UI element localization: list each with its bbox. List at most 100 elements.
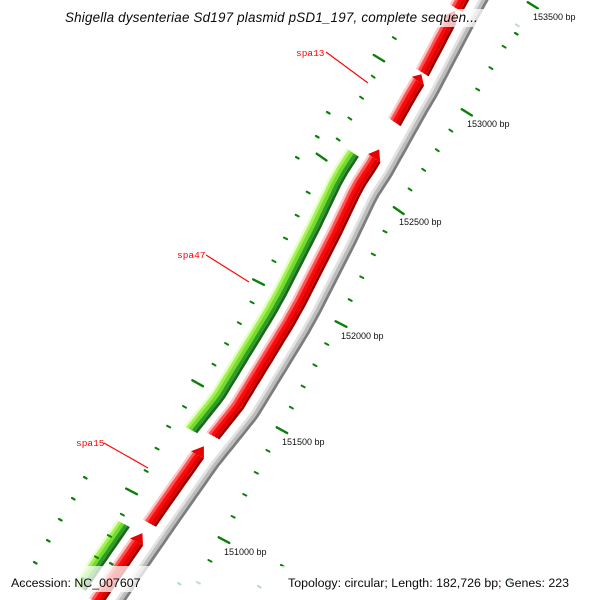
leader-line-spa13	[325, 51, 369, 84]
tick-mark-minor	[324, 342, 330, 346]
tick-mark-major	[275, 426, 289, 435]
feature-mark-minor	[94, 555, 100, 560]
gene-arrow-spa13-stripe	[398, 83, 425, 127]
gene-arrow-stripe	[214, 159, 379, 439]
bp-tick-label: 151000 bp	[224, 547, 267, 557]
feature-mark-major	[124, 487, 139, 496]
gene-arrow-arrow-tip[interactable]	[130, 533, 143, 546]
gene-arrow-spa15-stripe	[150, 455, 202, 526]
feature-mark	[57, 517, 63, 522]
gene-arrow-spa13-stripe	[388, 76, 414, 119]
feature-mark-major	[315, 152, 328, 162]
feature-mark-minor	[294, 213, 300, 218]
tick-mark-minor	[475, 87, 481, 92]
tick-mark-major	[392, 205, 405, 216]
tick-mark-major	[334, 320, 348, 328]
backbone-arc-stripe	[122, 0, 489, 600]
backbone-arc-stripe	[118, 0, 486, 600]
tick-mark-minor	[265, 449, 271, 453]
gene-arrow-spa13-stripe	[390, 78, 417, 121]
feature-mark-minor	[359, 95, 364, 100]
gene-label-spa13[interactable]: spa13	[296, 48, 325, 59]
feature-mark-major	[191, 379, 205, 388]
feature-mark-minor	[182, 405, 188, 409]
orf-segment-spa47[interactable]	[184, 148, 359, 434]
gene-arrow-spa15-stripe	[153, 456, 205, 527]
gene-arrow-spa15-stripe	[147, 453, 199, 525]
feature-mark-minor	[271, 259, 277, 263]
leader-line-spa15	[103, 442, 149, 469]
gene-arrow[interactable]	[206, 149, 381, 440]
feature-mark	[70, 496, 76, 501]
backbone-arc-stripe	[113, 0, 479, 600]
bp-tick-label: 152500 bp	[399, 217, 442, 227]
gene-arrow-spa15-arrow-tip[interactable]	[191, 446, 204, 459]
tick-mark-minor	[207, 559, 213, 563]
feature-mark	[108, 561, 114, 566]
bp-tick-label: 153000 bp	[467, 119, 510, 129]
feature-mark-minor	[249, 300, 255, 305]
gene-arrow-stripe	[217, 161, 381, 440]
feature-mark-minor	[305, 190, 311, 195]
tick-mark-major	[460, 107, 474, 117]
tick-mark-minor	[370, 252, 376, 257]
gene-arrow-spa13-arrow-tip[interactable]	[411, 74, 424, 86]
tick-mark-minor	[501, 44, 507, 49]
bp-tick-label: 152000 bp	[341, 331, 384, 341]
backbone-arc	[113, 0, 489, 600]
ruler-ticks	[19, 1, 540, 589]
tick-mark-minor	[434, 148, 440, 153]
gene-arrow-stripe	[423, 20, 454, 75]
orf-segment-spa47-stripe	[188, 151, 355, 431]
map-arcs	[72, 0, 489, 600]
feature-mark	[294, 155, 300, 160]
tick-mark-minor	[407, 187, 413, 192]
feature-mark-minor	[166, 424, 172, 429]
statusbar-backdrop	[0, 566, 600, 592]
title-backdrop	[0, 9, 600, 27]
map-labels: 153500 bp 153000 bp 152500 bp 152000 bp 1515…	[76, 12, 576, 557]
feature-mark	[513, 31, 519, 36]
bp-tick-label: 151500 bp	[282, 437, 325, 447]
tick-mark-major	[526, 1, 540, 10]
gene-label-spa47[interactable]: spa47	[177, 250, 206, 261]
feature-mark-minor	[119, 512, 125, 517]
tick-mark-minor	[448, 128, 454, 133]
tick-mark-minor	[230, 515, 236, 519]
orf-segment-spa47-stripe	[184, 148, 349, 428]
gene-arrow-stripe	[426, 22, 457, 77]
feature-mark	[45, 538, 51, 543]
gene-arrow-spa13-stripe	[395, 81, 422, 125]
tick-mark-minor	[359, 275, 365, 279]
gene-arrow-stripe	[206, 154, 371, 434]
feature-mark	[82, 475, 88, 480]
tick-mark-minor	[312, 363, 318, 368]
gene-arrow-stripe	[208, 155, 373, 436]
gene-arrow-arrow-tip[interactable]	[368, 149, 381, 163]
feature-mark-minor	[224, 342, 230, 346]
orf-segment-spa47-stripe	[186, 149, 352, 430]
feature-mark	[314, 134, 320, 139]
orf-segment-spa47-stripe	[194, 155, 359, 434]
tick-mark-minor	[253, 471, 259, 475]
feature-mark-minor	[236, 321, 242, 325]
feature-mark	[32, 560, 38, 565]
feature-mark-major	[372, 53, 386, 63]
gene-arrow-spa15-stripe	[142, 451, 193, 521]
gene-arrow-spa13[interactable]	[388, 74, 425, 127]
feature-mark-minor	[347, 116, 353, 121]
gene-arrow-spa15[interactable]	[142, 446, 205, 527]
gene-arrow-spa15-stripe	[144, 452, 196, 523]
orf-segment-spa47-stripe	[191, 153, 357, 433]
gene-label-spa15[interactable]: spa15	[76, 438, 105, 449]
tick-mark-major	[217, 536, 231, 545]
feature-mark-minor	[106, 534, 112, 538]
tick-mark-minor	[300, 384, 306, 389]
feature-mark-minor	[391, 36, 397, 40]
feature-mark-major	[251, 278, 266, 286]
map-title: Shigella dysenteriae Sd197 plasmid pSD1_…	[65, 10, 478, 25]
tick-mark-minor	[382, 229, 388, 234]
tick-mark-minor	[242, 493, 248, 497]
backbone-arc-stripe	[115, 0, 482, 600]
